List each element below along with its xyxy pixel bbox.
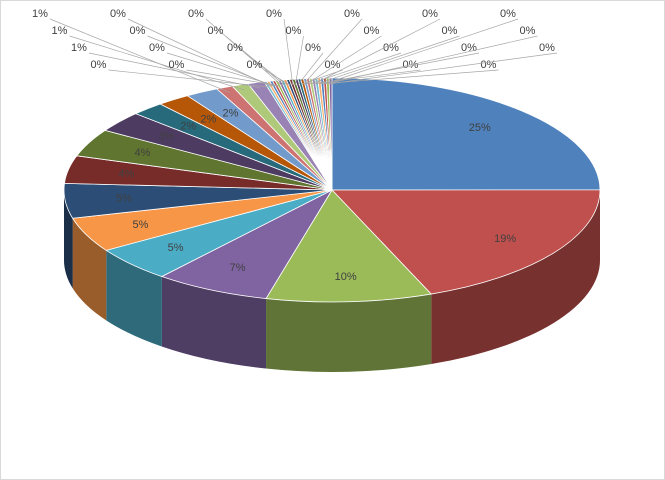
data-label: 0% xyxy=(188,8,204,20)
side-shade xyxy=(106,250,162,347)
leader-line xyxy=(108,69,269,88)
slice xyxy=(331,77,601,191)
data-label: 0% xyxy=(520,25,536,37)
leader-line xyxy=(297,52,324,85)
leader-line xyxy=(49,18,230,93)
data-label: 0% xyxy=(208,25,224,37)
leader-line xyxy=(147,35,275,87)
side-shade xyxy=(431,190,600,365)
data-label: 0% xyxy=(227,42,243,54)
data-label: 0% xyxy=(110,8,126,20)
data-label: 2% xyxy=(180,120,196,132)
slice xyxy=(265,189,433,303)
slice xyxy=(160,189,334,299)
leader-line xyxy=(205,18,283,86)
leader-line xyxy=(300,69,343,85)
data-label: 0% xyxy=(344,8,360,20)
leader-line xyxy=(127,18,272,87)
data-label: 19% xyxy=(494,233,516,245)
leader-line xyxy=(330,52,558,84)
leader-line xyxy=(316,35,460,85)
data-label: 25% xyxy=(469,122,491,134)
slice-side xyxy=(72,218,107,321)
data-label: 0% xyxy=(325,59,341,71)
leader-line xyxy=(306,35,382,85)
leader-line xyxy=(325,18,519,84)
data-label: 0% xyxy=(247,59,263,71)
data-label: 0% xyxy=(130,25,146,37)
slice xyxy=(328,77,333,191)
data-label: 2% xyxy=(200,113,216,125)
data-label: 0% xyxy=(364,25,380,37)
side-shade xyxy=(161,276,267,369)
leader-line xyxy=(264,69,291,86)
slice-side xyxy=(106,250,162,347)
leader-line xyxy=(295,35,304,85)
slice-side xyxy=(161,276,267,369)
slice-side xyxy=(431,190,600,365)
data-label: 0% xyxy=(305,42,321,54)
leader-line xyxy=(88,52,260,89)
data-label: 0% xyxy=(461,42,477,54)
data-label: 0% xyxy=(422,8,438,20)
data-label: 10% xyxy=(335,271,357,283)
slice xyxy=(331,189,601,295)
data-label: 1% xyxy=(32,8,48,20)
data-label: 3% xyxy=(158,131,174,143)
data-label: 0% xyxy=(266,8,282,20)
slice-side xyxy=(266,294,432,372)
leader-line xyxy=(283,18,294,85)
data-label: 0% xyxy=(539,42,555,54)
data-label: 0% xyxy=(149,42,165,54)
data-label: 0% xyxy=(286,25,302,37)
data-label: 1% xyxy=(71,42,87,54)
leader-line xyxy=(166,52,277,87)
leader-line xyxy=(303,18,363,85)
data-label: 1% xyxy=(52,25,68,37)
data-label: 0% xyxy=(383,42,399,54)
data-label: 4% xyxy=(135,147,151,159)
data-label: 4% xyxy=(119,168,135,180)
leader-line xyxy=(319,52,480,85)
leader-line xyxy=(322,69,499,85)
data-label: 5% xyxy=(132,219,148,231)
data-label: 5% xyxy=(116,192,132,204)
leader-line xyxy=(186,69,280,87)
data-label: 0% xyxy=(91,59,107,71)
data-label: 7% xyxy=(230,262,246,274)
data-label: 0% xyxy=(169,59,185,71)
leader-line xyxy=(327,35,538,84)
data-label: 0% xyxy=(442,25,458,37)
side-shade xyxy=(72,218,107,321)
data-label: 2% xyxy=(222,108,238,120)
leader-line xyxy=(244,52,288,86)
data-label: 5% xyxy=(168,242,184,254)
data-label: 0% xyxy=(500,8,516,20)
leader-line xyxy=(314,18,441,85)
data-label: 0% xyxy=(481,59,497,71)
side-shade xyxy=(266,294,432,372)
